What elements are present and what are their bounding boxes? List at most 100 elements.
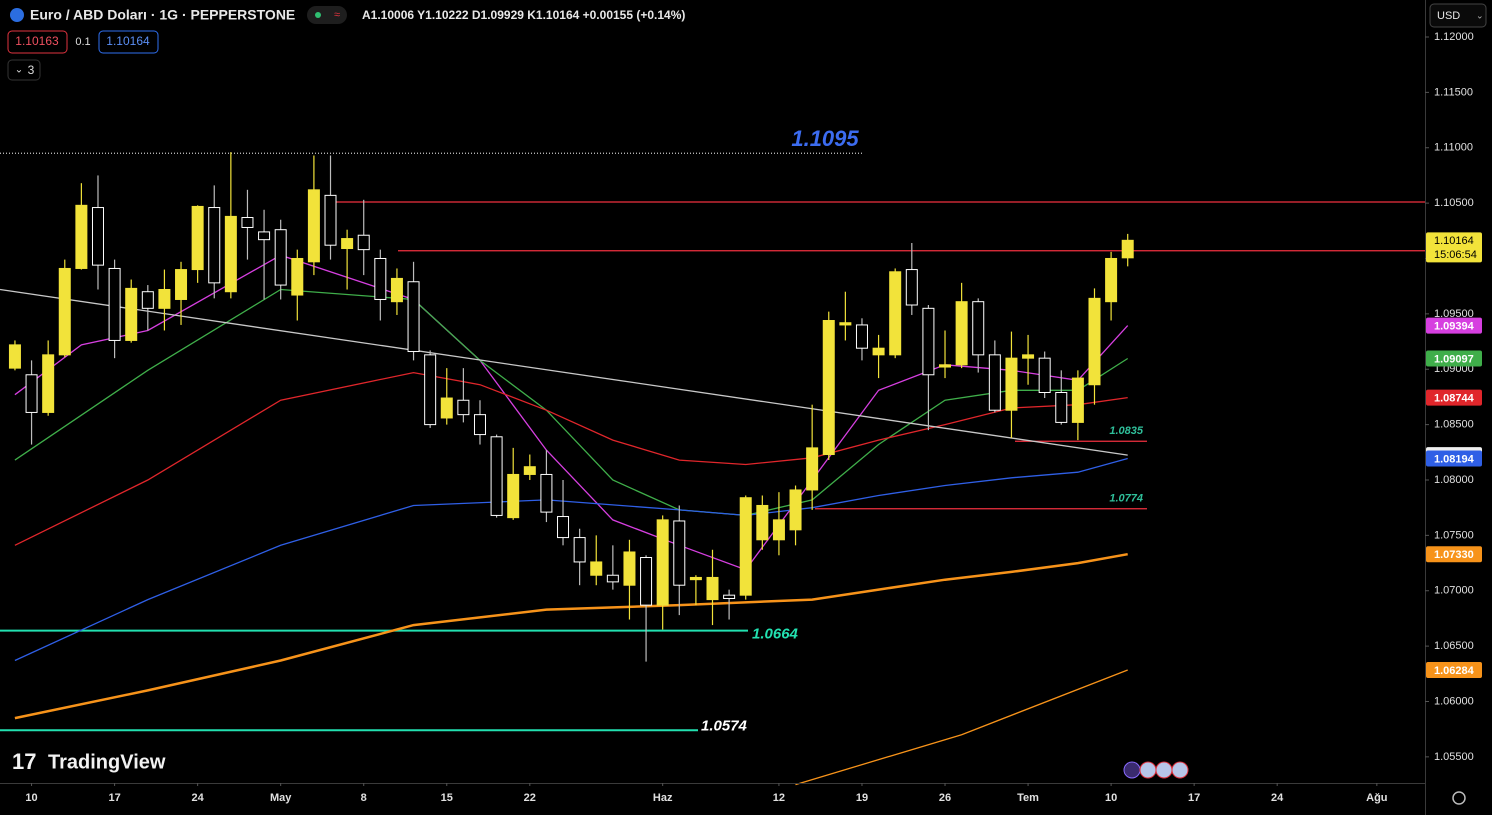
x-tick-label: 15: [441, 792, 453, 804]
settings-icon[interactable]: [1452, 791, 1466, 805]
y-tick-label: 1.08000: [1434, 474, 1474, 486]
candle-body: [75, 204, 88, 269]
dropdown-arrow: ⌄: [1476, 10, 1484, 20]
candle-body: [922, 307, 935, 376]
candle-body: [1105, 257, 1118, 303]
event-icon[interactable]: [1139, 761, 1157, 779]
candle-body: [723, 594, 736, 599]
x-tick-label: 22: [524, 792, 536, 804]
symbol-title: Euro / ABD Doları · 1G · PEPPERSTONE: [30, 7, 295, 23]
candle-body: [1038, 357, 1051, 393]
candle-body: [822, 320, 835, 456]
candle-body: [756, 504, 769, 541]
candle-body: [988, 354, 1001, 411]
candle-body: [390, 277, 403, 303]
event-icon[interactable]: [1155, 761, 1173, 779]
candle-body: [839, 322, 852, 326]
event-icon[interactable]: [1123, 761, 1141, 779]
price-level-label: 1.0664: [752, 626, 799, 643]
y-tick-label: 1.10500: [1434, 197, 1474, 209]
x-tick-label: 24: [1271, 792, 1284, 804]
candle-body: [125, 287, 138, 341]
candle-body: [1005, 357, 1018, 411]
price-tag: [1426, 546, 1482, 563]
candle-body: [540, 473, 553, 513]
status-dot: [315, 12, 321, 18]
price-tag-label: 1.06284: [1434, 665, 1475, 677]
logo-text: TradingView: [48, 751, 166, 773]
candle-body: [606, 574, 619, 583]
x-tick-label: 19: [856, 792, 868, 804]
price-level-label: 1.0774: [1109, 493, 1143, 505]
y-tick-label: 1.05500: [1434, 751, 1474, 763]
candle-body: [1088, 297, 1101, 386]
y-tick-label: 1.07000: [1434, 585, 1474, 597]
y-tick-label: 1.08500: [1434, 419, 1474, 431]
x-tick-label: 10: [25, 792, 37, 804]
candle-body: [507, 473, 520, 519]
candle-body: [258, 231, 271, 241]
candle-body: [424, 354, 437, 426]
candle-body: [324, 194, 337, 246]
currency-select[interactable]: [1429, 3, 1487, 28]
logo-mark: 17: [12, 749, 36, 774]
price-tag: [1426, 450, 1482, 467]
candle-body: [191, 205, 204, 271]
candle-body: [457, 399, 470, 416]
countdown: 15:06:54: [1434, 249, 1477, 261]
indicator-count: 3: [28, 63, 35, 77]
candle-body: [1055, 391, 1068, 423]
status-pill[interactable]: [307, 6, 347, 24]
candle-body: [557, 516, 570, 539]
y-tick-label: 1.11500: [1434, 86, 1473, 98]
candle-body: [673, 520, 686, 586]
y-tick-label: 1.06500: [1434, 640, 1474, 652]
x-tick-label: 17: [1188, 792, 1200, 804]
candle-body: [590, 561, 603, 576]
candle-body: [91, 207, 104, 266]
price-level-label: 1.0574: [701, 717, 748, 734]
current-price-tag: [1426, 232, 1482, 263]
candle-body: [972, 301, 985, 356]
y-tick-label: 1.06000: [1434, 695, 1474, 707]
candle-body: [623, 551, 636, 586]
candle-body: [889, 271, 902, 356]
price-tag-label: 1.07330: [1434, 549, 1474, 561]
x-tick-label: 12: [773, 792, 785, 804]
event-icon[interactable]: [1171, 761, 1189, 779]
ohlc-values: A1.10006 Y1.10222 D1.09929 K1.10164 +0.0…: [362, 8, 685, 22]
candle-body: [307, 189, 320, 263]
candle-body: [440, 397, 453, 419]
x-tick-label: Tem: [1017, 792, 1039, 804]
candle-body: [573, 537, 586, 563]
price-tag: [1426, 389, 1482, 406]
candle-body: [905, 269, 918, 306]
candle-body: [706, 576, 719, 601]
x-tick-label: 26: [939, 792, 951, 804]
bid-box[interactable]: [7, 30, 68, 54]
price-tag: [1426, 317, 1482, 334]
candle-body: [789, 489, 802, 531]
candle-body: [374, 257, 387, 300]
y-tick-label: 1.12000: [1434, 31, 1474, 43]
candle-body: [955, 301, 968, 366]
candle-body: [939, 364, 952, 368]
price-tag-label: 1.08194: [1434, 453, 1475, 465]
price-tag-label: 1.09097: [1434, 353, 1474, 365]
symbol-icon: [10, 8, 24, 22]
indicator-line: [0, 288, 1128, 456]
current-price: 1.10164: [1434, 235, 1474, 247]
plot-area: 1.1095 1.0835 1.0774 1.0664 1.0574: [0, 126, 1425, 786]
candle-body: [490, 436, 503, 516]
candle-body: [108, 267, 121, 341]
indicators-toggle[interactable]: [7, 59, 41, 81]
status-icon: ≈: [334, 9, 340, 21]
candle-body: [58, 267, 71, 356]
x-tick-label: 24: [192, 792, 205, 804]
indicator-line: [795, 669, 1128, 786]
indicator-line: [14, 552, 1128, 720]
ask-box[interactable]: [98, 30, 159, 54]
candle-body: [1022, 354, 1035, 359]
price-tag-label: 1.09394: [1434, 321, 1475, 333]
